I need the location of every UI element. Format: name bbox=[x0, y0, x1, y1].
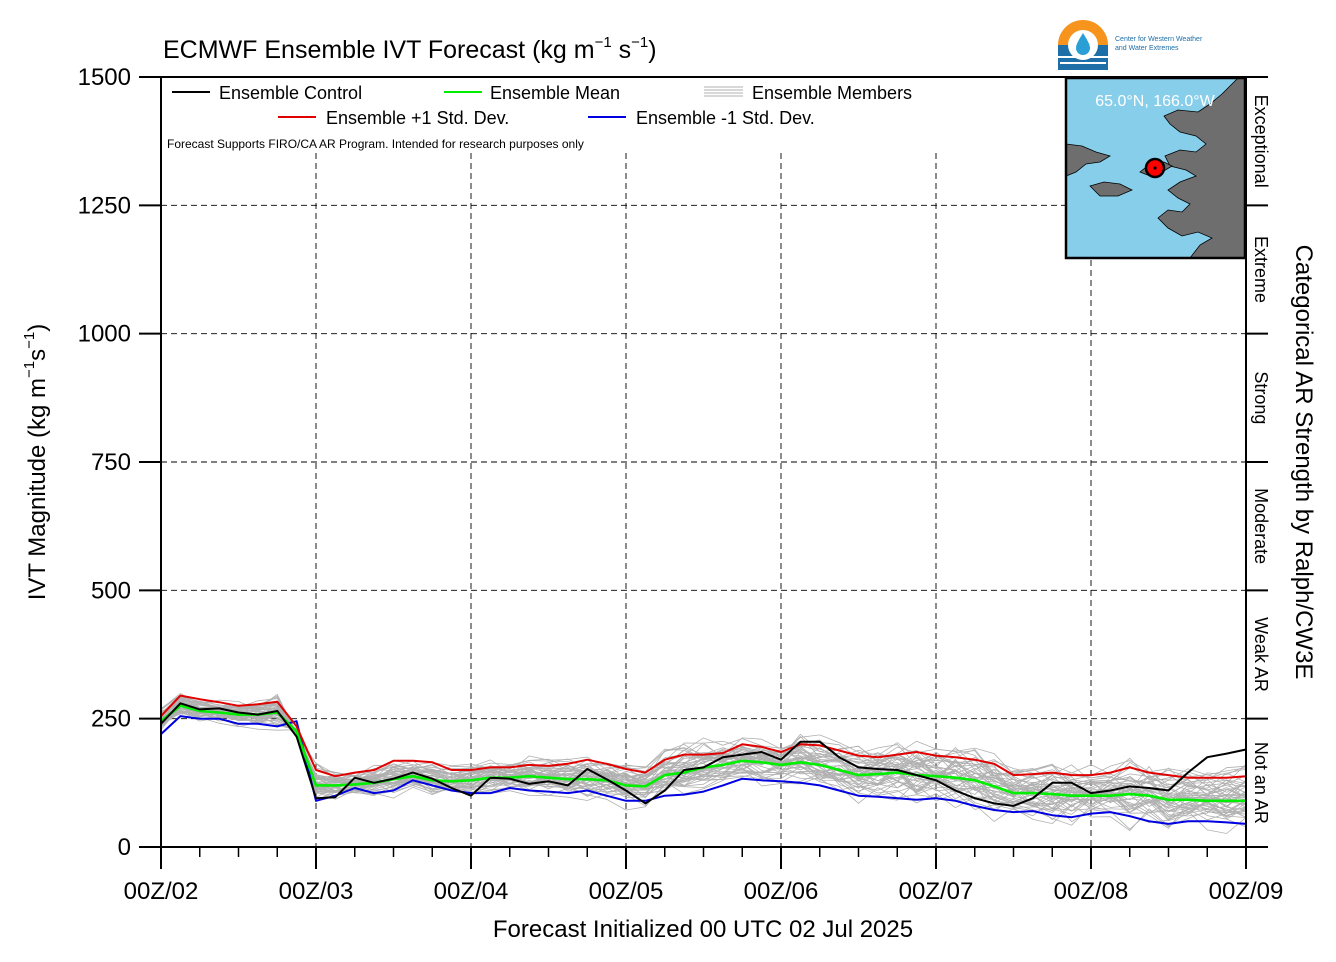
y-axis: 0 250 500 750 1000 1250 1500 bbox=[78, 64, 161, 861]
ensemble-members bbox=[160, 693, 1247, 834]
inset-land-alaska bbox=[1157, 77, 1246, 259]
legend-label-mean: Ensemble Mean bbox=[490, 83, 620, 103]
y-tick-label: 750 bbox=[91, 449, 131, 476]
x-tick-label: 00Z/05 bbox=[589, 878, 664, 905]
right-axis-label: Categorical AR Strength by Ralph/CW3E bbox=[1290, 245, 1317, 680]
logo-text-line1: Center for Western Weather bbox=[1115, 36, 1203, 43]
logo-drop-icon bbox=[1076, 33, 1090, 55]
x-tick-label: 00Z/06 bbox=[744, 878, 819, 905]
series-lines bbox=[160, 694, 1247, 825]
y-tick-label: 0 bbox=[118, 834, 131, 861]
x-tick-label: 00Z/02 bbox=[124, 878, 199, 905]
logo-text-line2: and Water Extremes bbox=[1115, 45, 1179, 52]
category-label: Strong bbox=[1251, 371, 1271, 424]
plus-std-line bbox=[160, 694, 1247, 779]
x-tick-label: 00Z/08 bbox=[1054, 878, 1129, 905]
legend-swatch-members bbox=[704, 86, 743, 97]
disclaimer-text: Forecast Supports FIRO/CA AR Program. In… bbox=[167, 137, 584, 151]
inset-location-label: 65.0°N, 166.0°W bbox=[1095, 93, 1215, 110]
x-axis: 00Z/02 00Z/03 00Z/04 00Z/05 00Z/06 00Z/07 00Z/… bbox=[124, 847, 1284, 905]
category-label: Not an AR bbox=[1251, 742, 1271, 824]
member-line bbox=[160, 707, 1247, 823]
category-label: Exceptional bbox=[1251, 95, 1271, 188]
y-tick-label: 1250 bbox=[78, 192, 131, 219]
y-axis-label: IVT Magnitude (kg m−1s−1) bbox=[21, 324, 51, 601]
inset-land-chukotka bbox=[1065, 143, 1111, 177]
x-tick-label: 00Z/07 bbox=[899, 878, 974, 905]
member-line bbox=[160, 696, 1247, 804]
grid-lines bbox=[161, 153, 1246, 847]
x-tick-label: 00Z/04 bbox=[434, 878, 509, 905]
y-tick-label: 250 bbox=[91, 706, 131, 733]
legend-label-minus-std: Ensemble -1 Std. Dev. bbox=[636, 108, 815, 128]
member-line bbox=[160, 709, 1246, 810]
category-label: Moderate bbox=[1251, 488, 1271, 564]
category-label: Extreme bbox=[1251, 236, 1271, 303]
member-line bbox=[160, 701, 1247, 801]
x-tick-label: 00Z/03 bbox=[279, 878, 354, 905]
cw3e-logo: Center for Western Weather and Water Ext… bbox=[1058, 20, 1203, 70]
chart-title: ECMWF Ensemble IVT Forecast (kg m−1 s−1) bbox=[163, 34, 657, 64]
ar-category-axis: Not an AR Weak AR Moderate Strong Extreme Exc… bbox=[1245, 76, 1271, 848]
x-tick-label: 00Z/09 bbox=[1209, 878, 1284, 905]
category-label: Weak AR bbox=[1251, 617, 1271, 692]
member-line bbox=[160, 705, 1247, 820]
y-tick-label: 500 bbox=[91, 577, 131, 604]
control-line bbox=[160, 702, 1247, 807]
member-line bbox=[160, 703, 1247, 801]
y-tick-label: 1000 bbox=[78, 321, 131, 348]
legend-label-members: Ensemble Members bbox=[752, 83, 912, 103]
location-inset-map: 65.0°N, 166.0°W bbox=[1064, 76, 1247, 260]
y-tick-label: 1500 bbox=[78, 64, 131, 91]
member-line bbox=[160, 711, 1247, 834]
x-axis-label: Forecast Initialized 00 UTC 02 Jul 2025 bbox=[493, 916, 913, 943]
legend: Ensemble Control Ensemble Mean Ensemble … bbox=[167, 83, 912, 151]
legend-label-control: Ensemble Control bbox=[219, 83, 362, 103]
legend-label-plus-std: Ensemble +1 Std. Dev. bbox=[326, 108, 509, 128]
minus-std-line bbox=[160, 715, 1247, 825]
inset-land-st-lawrence-island bbox=[1089, 181, 1133, 197]
